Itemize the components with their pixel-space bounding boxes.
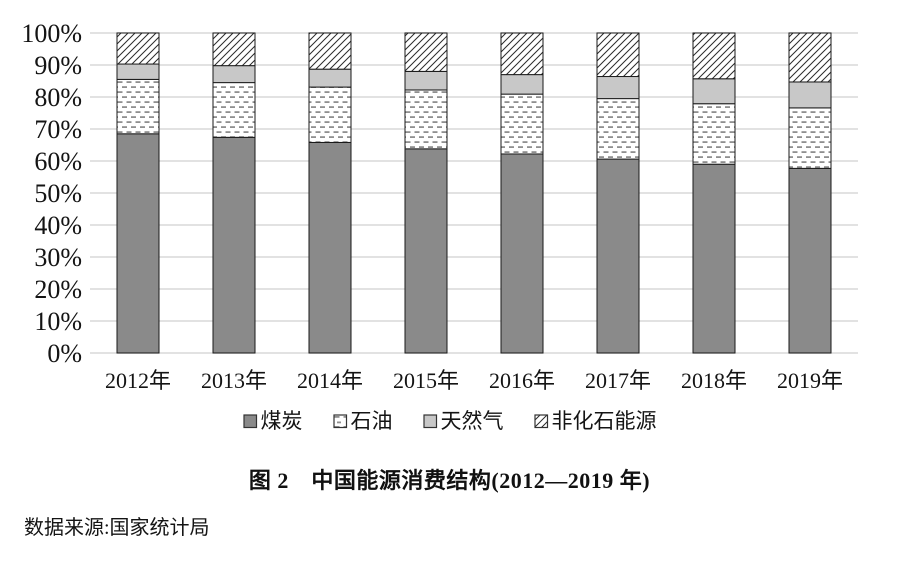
- y-tick-label: 0%: [47, 339, 82, 368]
- data-source: 数据来源:国家统计局: [24, 517, 210, 539]
- x-category-label: 2019年: [777, 368, 843, 393]
- bar-segment-nonfossil: [308, 32, 352, 70]
- bar-segment-oil: [788, 107, 832, 169]
- bar-segment-gas: [116, 63, 160, 80]
- bar-segment-nonfossil: [500, 32, 544, 76]
- legend-item-oil: 石油: [332, 406, 393, 436]
- bar-segment-oil: [692, 103, 736, 165]
- bar-segment-oil: [404, 89, 448, 150]
- legend-item-nonfossil: 非化石能源: [533, 406, 657, 436]
- bar-segment-nonfossil: [788, 32, 832, 83]
- coal-swatch-icon: [242, 413, 257, 428]
- bar-segment-oil: [212, 82, 256, 138]
- bar-segment-coal: [404, 148, 448, 354]
- legend-item-coal: 煤炭: [242, 406, 303, 436]
- bar-segment-nonfossil: [692, 32, 736, 80]
- bar-segment-nonfossil: [212, 32, 256, 67]
- y-tick-label: 100%: [21, 19, 82, 48]
- legend-label-gas: 天然气: [440, 409, 504, 433]
- figure-caption: 图 2 中国能源消费结构(2012—2019 年): [248, 468, 651, 493]
- y-tick-label: 90%: [34, 51, 82, 80]
- grid-layer: [90, 32, 858, 354]
- axis-label-layer: 0% 10% 20% 30% 40% 50% 60% 70% 80% 90% 100% 2012年 20…: [21, 19, 843, 393]
- bar-segment-oil: [500, 93, 544, 155]
- bar-layer: [116, 32, 832, 354]
- legend-label-coal: 煤炭: [260, 409, 303, 433]
- x-category-label: 2015年: [393, 368, 459, 393]
- bar-segment-oil: [596, 98, 640, 160]
- bar-segment-coal: [596, 158, 640, 354]
- bar-segment-coal: [308, 141, 352, 354]
- y-tick-label: 80%: [34, 83, 82, 112]
- y-tick-label: 30%: [34, 243, 82, 272]
- bar-segment-nonfossil: [596, 32, 640, 78]
- oil-swatch-icon: [332, 413, 347, 428]
- legend: 煤炭 石油 天然气: [0, 406, 899, 436]
- y-tick-label: 20%: [34, 275, 82, 304]
- bar-segment-coal: [788, 167, 832, 354]
- bar-segment-gas: [596, 76, 640, 100]
- bar-segment-oil: [116, 78, 160, 135]
- y-tick-label: 40%: [34, 211, 82, 240]
- x-category-label: 2013年: [201, 368, 267, 393]
- stacked-bar-chart: 0% 10% 20% 30% 40% 50% 60% 70% 80% 90% 100% 2012年 20…: [21, 19, 858, 393]
- x-category-label: 2017年: [585, 368, 651, 393]
- bar-segment-oil: [308, 86, 352, 143]
- legend-label-nonfossil: 非化石能源: [551, 409, 657, 433]
- legend-item-gas: 天然气: [422, 406, 504, 436]
- bar-segment-gas: [788, 81, 832, 109]
- bar-segment-coal: [116, 133, 160, 354]
- bar-segment-coal: [212, 136, 256, 354]
- nonfossil-swatch-icon: [533, 413, 548, 428]
- bar-segment-gas: [692, 78, 736, 105]
- bar-segment-gas: [500, 74, 544, 95]
- bar-segment-nonfossil: [116, 32, 160, 65]
- bar-segment-nonfossil: [404, 32, 448, 72]
- x-category-label: 2018年: [681, 368, 747, 393]
- x-category-label: 2012年: [105, 368, 171, 393]
- bar-segment-coal: [500, 153, 544, 354]
- bar-segment-coal: [692, 163, 736, 354]
- y-tick-label: 10%: [34, 307, 82, 336]
- bar-segment-gas: [308, 68, 352, 88]
- bar-segment-gas: [212, 65, 256, 84]
- legend-label-oil: 石油: [350, 409, 393, 433]
- x-category-label: 2014年: [297, 368, 363, 393]
- bar-segment-gas: [404, 70, 448, 91]
- y-tick-label: 50%: [34, 179, 82, 208]
- y-tick-label: 70%: [34, 115, 82, 144]
- gas-swatch-icon: [422, 413, 437, 428]
- x-category-label: 2016年: [489, 368, 555, 393]
- y-tick-label: 60%: [34, 147, 82, 176]
